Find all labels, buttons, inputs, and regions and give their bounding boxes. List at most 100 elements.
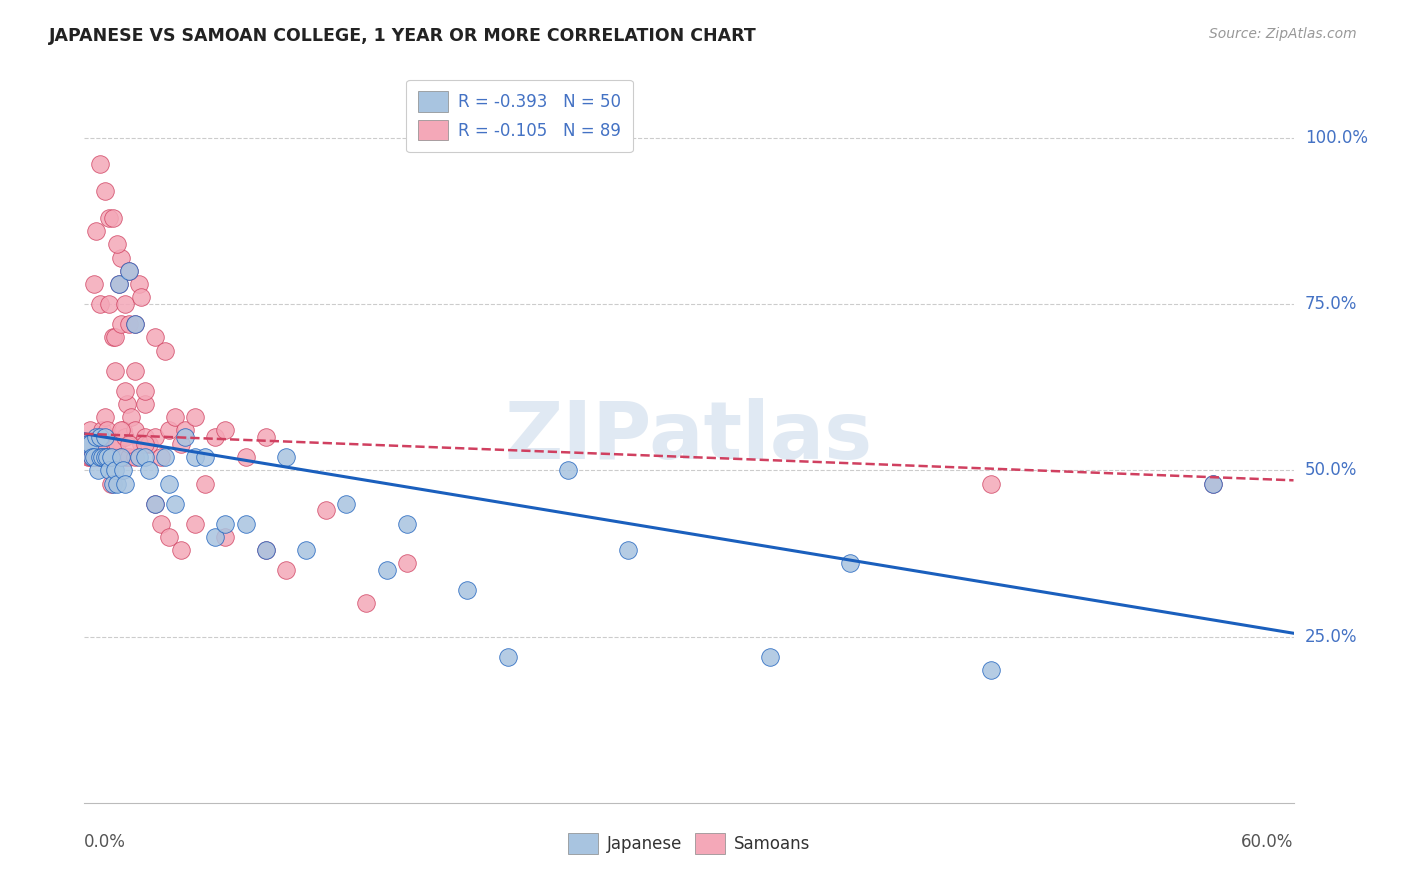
Text: 0.0%: 0.0%: [84, 833, 127, 851]
Point: [110, 424, 132, 438]
Point: [143, 330, 166, 344]
Point: [104, 436, 127, 450]
Point: [93, 436, 115, 450]
Point: [174, 430, 197, 444]
Point: [87, 450, 110, 464]
Point: [97, 297, 120, 311]
Point: [91, 450, 114, 464]
Point: [194, 450, 217, 464]
Text: ZIPatlas: ZIPatlas: [505, 398, 873, 476]
Point: [114, 430, 136, 444]
Point: [184, 516, 207, 531]
Point: [134, 384, 156, 398]
Point: [120, 410, 142, 425]
Point: [138, 463, 160, 477]
Point: [254, 543, 277, 558]
Point: [100, 450, 122, 464]
Point: [124, 363, 146, 377]
Point: [118, 436, 141, 450]
Point: [110, 251, 132, 265]
Point: [129, 436, 152, 450]
Point: [110, 450, 132, 464]
Point: [128, 450, 150, 464]
Point: [114, 297, 136, 311]
Point: [93, 410, 115, 425]
Text: 25.0%: 25.0%: [1305, 628, 1357, 646]
Point: [274, 563, 297, 577]
Point: [557, 463, 579, 477]
Point: [124, 424, 146, 438]
Point: [153, 343, 176, 358]
Point: [839, 557, 862, 571]
Point: [77, 450, 100, 464]
Point: [124, 317, 146, 331]
Point: [170, 436, 193, 450]
Point: [157, 476, 180, 491]
Point: [170, 543, 193, 558]
Point: [118, 450, 141, 464]
Point: [157, 424, 180, 438]
Point: [254, 430, 277, 444]
Point: [100, 450, 122, 464]
Point: [149, 516, 172, 531]
Point: [204, 530, 226, 544]
Point: [83, 277, 105, 292]
Point: [274, 450, 297, 464]
Legend: Japanese, Samoans: Japanese, Samoans: [561, 827, 817, 860]
Point: [118, 264, 141, 278]
Point: [214, 424, 236, 438]
Point: [134, 397, 156, 411]
Point: [96, 424, 118, 438]
Point: [184, 410, 207, 425]
Point: [87, 463, 110, 477]
Point: [110, 450, 132, 464]
Point: [254, 543, 277, 558]
Point: [149, 450, 172, 464]
Text: 75.0%: 75.0%: [1305, 295, 1357, 313]
Point: [97, 211, 120, 225]
Point: [134, 430, 156, 444]
Point: [165, 497, 187, 511]
Point: [157, 530, 180, 544]
Point: [79, 450, 101, 464]
Point: [1202, 476, 1225, 491]
Point: [111, 424, 134, 438]
Point: [77, 436, 100, 450]
Point: [97, 463, 120, 477]
Point: [82, 450, 104, 464]
Point: [617, 543, 640, 558]
Point: [235, 450, 257, 464]
Point: [129, 290, 152, 304]
Point: [375, 563, 398, 577]
Point: [96, 450, 118, 464]
Point: [89, 157, 111, 171]
Point: [980, 476, 1002, 491]
Point: [104, 330, 127, 344]
Point: [75, 436, 97, 450]
Point: [758, 649, 780, 664]
Point: [110, 317, 132, 331]
Point: [107, 277, 129, 292]
Point: [128, 277, 150, 292]
Point: [124, 317, 146, 331]
Point: [86, 224, 108, 238]
Point: [105, 476, 128, 491]
Point: [83, 450, 105, 464]
Point: [107, 277, 129, 292]
Point: [79, 424, 101, 438]
Point: [335, 497, 357, 511]
Point: [143, 497, 166, 511]
Point: [104, 450, 127, 464]
Text: 50.0%: 50.0%: [1305, 461, 1357, 479]
Point: [118, 264, 141, 278]
Point: [100, 476, 122, 491]
Point: [93, 450, 115, 464]
Point: [89, 297, 111, 311]
Point: [93, 450, 115, 464]
Point: [174, 424, 197, 438]
Point: [105, 237, 128, 252]
Point: [214, 516, 236, 531]
Point: [315, 503, 337, 517]
Point: [214, 530, 236, 544]
Point: [1202, 476, 1225, 491]
